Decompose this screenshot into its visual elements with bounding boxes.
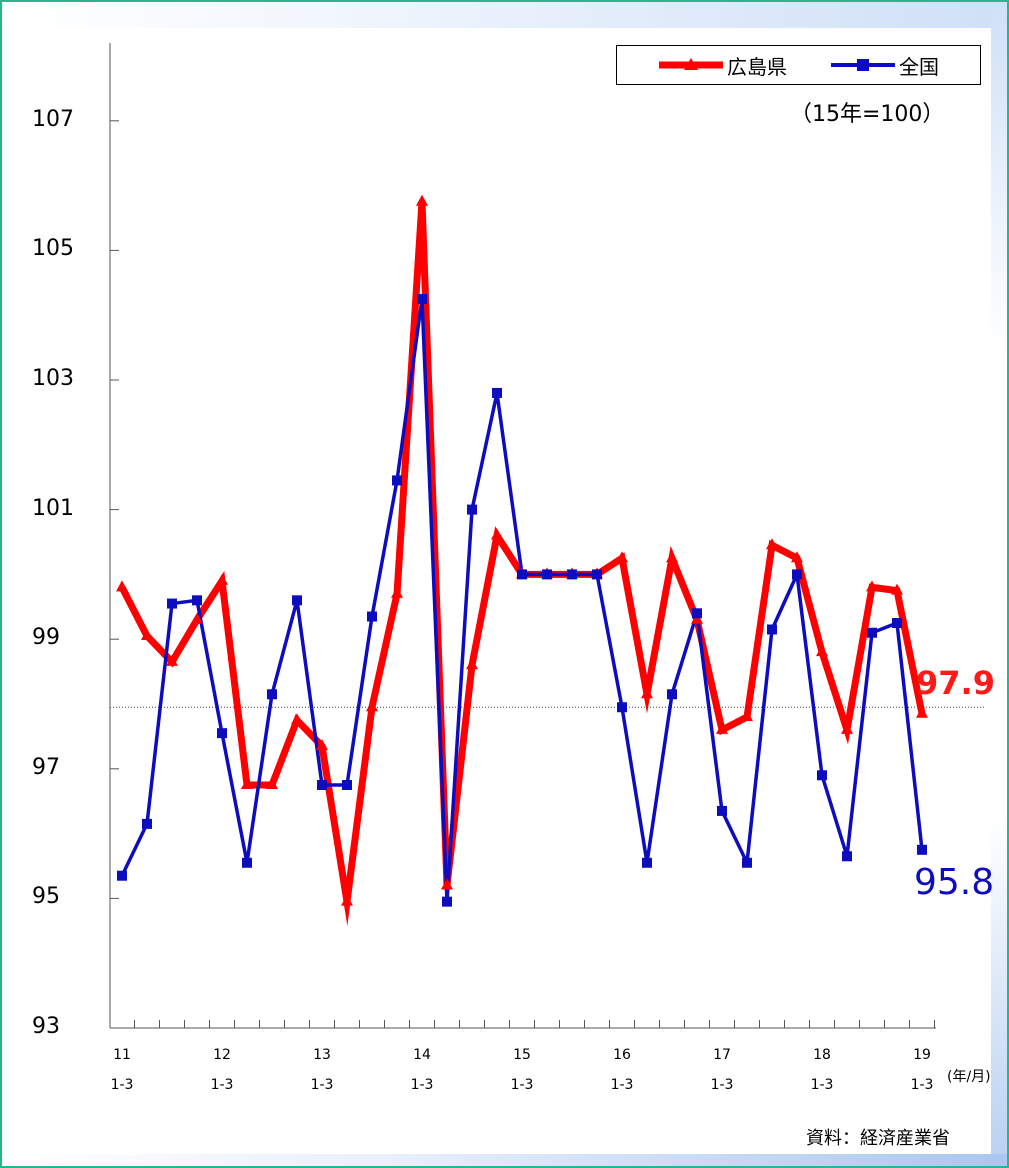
- legend-label-hiroshima: 広島県: [727, 54, 787, 79]
- point-hiroshima: [491, 528, 503, 540]
- point-national: [367, 611, 377, 622]
- point-national: [892, 618, 902, 628]
- point-national: [417, 294, 427, 304]
- y-tick-label: 99: [32, 625, 60, 651]
- x-tick-label: 16 1-3: [610, 1047, 634, 1093]
- x-tick-label: 13 1-3: [310, 1047, 334, 1093]
- point-national: [742, 857, 752, 868]
- point-hiroshima: [441, 878, 453, 890]
- end-label-national: 95.8: [914, 862, 995, 903]
- point-national: [442, 896, 452, 907]
- point-national: [167, 598, 177, 609]
- legend: 広島県 全国: [616, 45, 981, 85]
- right-gradient-band: [991, 2, 1007, 1166]
- bottom-gradient-band: [2, 1154, 1007, 1166]
- point-national: [292, 595, 302, 606]
- point-hiroshima: [291, 713, 303, 725]
- point-hiroshima: [741, 709, 753, 721]
- point-national: [617, 702, 627, 713]
- point-hiroshima: [866, 580, 878, 592]
- point-national: [642, 857, 652, 868]
- y-tick-label: 97: [32, 754, 60, 780]
- legend-swatch-red: [659, 58, 723, 70]
- point-hiroshima: [416, 194, 428, 206]
- point-hiroshima: [716, 722, 728, 734]
- point-national: [867, 627, 877, 638]
- point-national: [467, 504, 477, 515]
- end-label-hiroshima: 97.9: [916, 664, 995, 702]
- series-line-national: [120, 297, 924, 904]
- y-tick-label: 101: [32, 495, 74, 521]
- unit-note: （15年=100）: [790, 102, 945, 127]
- point-national: [142, 818, 152, 829]
- point-national: [667, 689, 677, 700]
- point-hiroshima: [766, 538, 778, 550]
- source-note: 資料：経済産業省: [806, 1128, 950, 1149]
- point-hiroshima: [891, 583, 903, 595]
- y-tick-label: 103: [32, 366, 74, 391]
- legend-item-hiroshima: 広島県: [657, 46, 787, 84]
- point-hiroshima: [641, 687, 653, 699]
- point-national: [342, 780, 352, 790]
- point-hiroshima: [116, 580, 128, 592]
- point-national: [692, 608, 702, 619]
- y-tick-label: 107: [32, 106, 74, 132]
- point-national: [842, 851, 852, 862]
- point-national: [817, 770, 827, 781]
- x-tick-label: 15 1-3: [510, 1047, 534, 1093]
- point-hiroshima: [616, 551, 628, 563]
- point-national: [592, 569, 602, 580]
- top-gradient-band: [2, 2, 1007, 28]
- legend-label-national: 全国: [899, 54, 939, 79]
- point-national: [492, 387, 502, 398]
- point-hiroshima: [791, 551, 803, 563]
- point-national: [792, 569, 802, 580]
- point-hiroshima: [816, 645, 828, 657]
- x-tick-label: 14 1-3: [410, 1047, 434, 1093]
- point-national: [267, 689, 277, 700]
- point-national: [567, 569, 577, 580]
- point-national: [317, 780, 327, 790]
- point-hiroshima: [391, 586, 403, 598]
- point-national: [767, 624, 777, 635]
- y-tick-label: 95: [32, 884, 60, 910]
- x-tick-label: 18 1-3: [810, 1047, 834, 1093]
- x-axis-unit: (年/月): [947, 1069, 991, 1085]
- point-national: [242, 857, 252, 868]
- point-hiroshima: [341, 894, 353, 906]
- point-national: [117, 870, 127, 881]
- point-national: [217, 728, 227, 739]
- point-hiroshima: [466, 658, 478, 670]
- y-tick-label: 93: [32, 1014, 60, 1039]
- point-hiroshima: [166, 654, 178, 666]
- x-tick-label: 19 1-3: [910, 1047, 934, 1093]
- series-line-hiroshima: [118, 201, 926, 927]
- point-hiroshima: [841, 722, 853, 734]
- point-national: [542, 569, 552, 580]
- x-tick-label: 12 1-3: [210, 1047, 234, 1093]
- point-hiroshima: [241, 778, 253, 789]
- point-national: [392, 475, 402, 486]
- point-hiroshima: [141, 628, 153, 640]
- y-tick-label: 105: [32, 236, 74, 262]
- point-hiroshima: [216, 573, 228, 585]
- point-hiroshima: [366, 700, 378, 712]
- legend-item-national: 全国: [829, 46, 939, 84]
- point-national: [517, 569, 527, 580]
- x-tick-label: 11 1-3: [110, 1047, 134, 1093]
- point-national: [192, 595, 202, 606]
- point-national: [917, 844, 927, 855]
- point-hiroshima: [666, 551, 678, 563]
- point-national: [717, 805, 727, 816]
- point-hiroshima: [316, 739, 328, 751]
- legend-swatch-blue: [831, 59, 895, 71]
- x-tick-label: 17 1-3: [710, 1047, 734, 1093]
- point-hiroshima: [191, 612, 203, 624]
- point-hiroshima: [266, 778, 278, 789]
- point-hiroshima: [916, 706, 928, 718]
